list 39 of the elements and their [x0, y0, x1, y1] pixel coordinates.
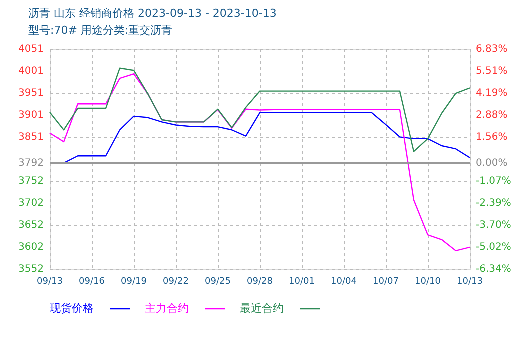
y-tick-label: 4051	[18, 44, 44, 55]
y2-tick-label: 6.83%	[476, 44, 508, 55]
y2-tick-label: 4.19%	[476, 88, 508, 100]
y2-tick-label: 1.56%	[476, 132, 508, 144]
legend-label: 最近合约	[240, 302, 284, 315]
y-tick-label: 3901	[18, 110, 44, 122]
chart-title: 沥青 山东 经销商价格 2023-09-13 - 2023-10-13	[28, 7, 277, 20]
y-tick-label: 3652	[18, 220, 44, 231]
x-tick-label: 09/22	[163, 277, 189, 287]
y2-tick-label: 5.51%	[476, 66, 508, 78]
y-tick-label: 4001	[18, 66, 44, 78]
x-tick-label: 09/16	[79, 277, 106, 287]
y-tick-label: 3702	[18, 198, 44, 209]
legend-label: 主力合约	[145, 302, 189, 315]
y-tick-label: 3602	[18, 242, 44, 253]
x-tick-label: 09/13	[37, 277, 63, 287]
y2-tick-label: -5.02%	[476, 242, 512, 253]
x-tick-label: 09/19	[121, 277, 148, 287]
x-tick-label: 10/07	[373, 277, 399, 287]
legend-label: 现货价格	[50, 302, 94, 315]
y2-tick-label: -2.39%	[476, 198, 512, 210]
x-tick-label: 10/04	[331, 277, 358, 287]
x-tick-label: 09/25	[205, 277, 231, 287]
x-tick-label: 09/28	[247, 277, 274, 287]
chart-subtitle: 型号:70# 用途分类:重交沥青	[28, 24, 173, 37]
y2-tick-label: -3.70%	[476, 220, 512, 231]
y2-tick-label: 2.88%	[476, 110, 508, 121]
y-tick-label: 3951	[18, 88, 44, 100]
line-series	[49, 68, 471, 152]
y2-tick-label: -6.34%	[476, 264, 512, 275]
x-tick-label: 10/13	[457, 277, 483, 287]
y-tick-label: 3792	[18, 158, 44, 170]
y-tick-label: 3851	[18, 132, 44, 144]
x-tick-label: 10/10	[415, 277, 442, 287]
y2-tick-label: 0.00%	[476, 158, 508, 170]
y2-tick-label: -1.07%	[476, 176, 512, 187]
y-tick-label: 3552	[18, 264, 44, 275]
y-tick-label: 3752	[18, 176, 44, 187]
x-tick-label: 10/01	[289, 277, 315, 287]
